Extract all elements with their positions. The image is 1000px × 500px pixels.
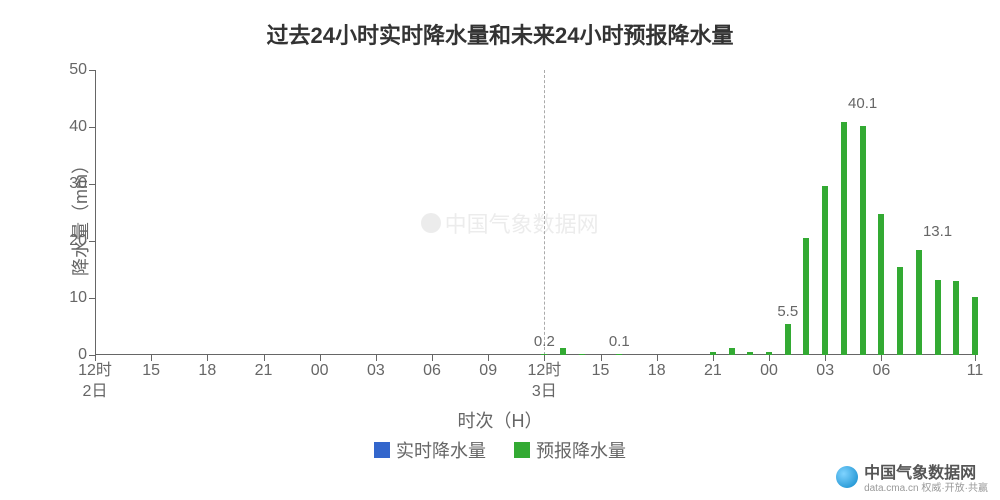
- y-tick-mark: [89, 298, 95, 299]
- x-tick-mark: [488, 355, 489, 361]
- x-tick-label-line1: 03: [816, 361, 834, 382]
- value-label: 5.5: [777, 303, 798, 320]
- value-label: 40.1: [848, 95, 877, 112]
- x-tick-mark: [601, 355, 602, 361]
- bar-forecast: [729, 348, 735, 355]
- x-tick-mark: [657, 355, 658, 361]
- legend-item-realtime: 实时降水量: [374, 437, 486, 463]
- x-tick-mark: [825, 355, 826, 361]
- footer-sub-slogan: 权威·开放·共赢: [921, 483, 988, 494]
- x-tick-label-line2: 2日: [78, 382, 112, 403]
- y-tick-mark: [89, 70, 95, 71]
- x-tick-mark: [95, 355, 96, 361]
- x-tick-label-line1: 12时: [527, 361, 561, 382]
- cloud-icon: [421, 213, 441, 233]
- x-tick-label: 12时3日: [527, 355, 561, 403]
- globe-icon: [836, 466, 858, 488]
- bar-forecast: [878, 214, 884, 355]
- x-tick-label-line2: 3日: [527, 382, 561, 403]
- x-tick-mark: [376, 355, 377, 361]
- bar-forecast: [541, 354, 547, 355]
- bar-forecast: [785, 324, 791, 355]
- bar-forecast: [803, 238, 809, 355]
- y-tick-mark: [89, 127, 95, 128]
- bar-forecast: [841, 122, 847, 355]
- bar-forecast: [822, 186, 828, 355]
- watermark-text: 中国气象数据网: [445, 207, 599, 239]
- bar-forecast: [747, 352, 753, 355]
- x-tick-mark: [151, 355, 152, 361]
- x-tick-label-line1: 00: [311, 361, 329, 382]
- footer-main: 中国气象数据网: [864, 459, 988, 483]
- value-label: 0.2: [534, 333, 555, 350]
- x-tick-label-line1: 15: [142, 361, 160, 382]
- footer-sub: data.cma.cn 权威·开放·共赢: [864, 483, 988, 494]
- bar-forecast: [916, 250, 922, 355]
- bar-forecast: [953, 281, 959, 355]
- footer-text: 中国气象数据网data.cma.cn 权威·开放·共赢: [864, 459, 988, 494]
- x-tick-label-line1: 09: [479, 361, 497, 382]
- y-axis-title: 降水量（mm）: [67, 156, 93, 276]
- x-tick-label-line1: 06: [423, 361, 441, 382]
- x-tick-label-line1: 18: [648, 361, 666, 382]
- x-tick-mark: [207, 355, 208, 361]
- x-tick-mark: [320, 355, 321, 361]
- x-tick-label-line1: 21: [704, 361, 722, 382]
- legend: 实时降水量 预报降水量: [374, 437, 626, 463]
- divider-line: [544, 70, 545, 355]
- y-axis-line: [95, 70, 96, 355]
- bar-forecast: [897, 267, 903, 355]
- value-label: 13.1: [923, 223, 952, 240]
- x-tick-label-line1: 21: [255, 361, 273, 382]
- bar-forecast: [616, 354, 622, 355]
- x-axis-title: 时次（H）: [0, 407, 1000, 433]
- plot-area: 中国气象数据网0102030405012时2日1518210003060912时…: [95, 70, 975, 355]
- bar-forecast: [935, 280, 941, 355]
- chart-title: 过去24小时实时降水量和未来24小时预报降水量: [0, 0, 1000, 50]
- bar-forecast: [766, 352, 772, 355]
- bar-forecast: [710, 352, 716, 355]
- x-tick-label-line1: 06: [872, 361, 890, 382]
- legend-item-forecast: 预报降水量: [514, 437, 626, 463]
- x-tick-label: 12时2日: [78, 355, 112, 403]
- bar-forecast: [579, 354, 585, 355]
- x-tick-mark: [544, 355, 545, 361]
- x-tick-mark: [881, 355, 882, 361]
- bar-forecast: [560, 348, 566, 355]
- bar-forecast: [860, 126, 866, 355]
- watermark: 中国气象数据网: [421, 207, 599, 239]
- x-tick-label-line1: 11: [967, 361, 984, 382]
- value-label: 0.1: [609, 333, 630, 350]
- x-tick-label-line1: 15: [592, 361, 610, 382]
- legend-swatch-icon: [374, 442, 390, 458]
- x-tick-mark: [713, 355, 714, 361]
- x-tick-mark: [975, 355, 976, 361]
- footer-brand: 中国气象数据网data.cma.cn 权威·开放·共赢: [836, 459, 988, 494]
- x-tick-label-line1: 18: [198, 361, 216, 382]
- x-tick-label-line1: 03: [367, 361, 385, 382]
- x-tick-mark: [769, 355, 770, 361]
- x-tick-label-line1: 12时: [78, 361, 112, 382]
- bar-forecast: [972, 297, 978, 355]
- x-tick-mark: [264, 355, 265, 361]
- legend-label: 实时降水量: [396, 437, 486, 463]
- x-tick-mark: [432, 355, 433, 361]
- legend-swatch-icon: [514, 442, 530, 458]
- x-tick-label-line1: 00: [760, 361, 778, 382]
- legend-label: 预报降水量: [536, 437, 626, 463]
- footer-sub-url: data.cma.cn: [864, 483, 918, 494]
